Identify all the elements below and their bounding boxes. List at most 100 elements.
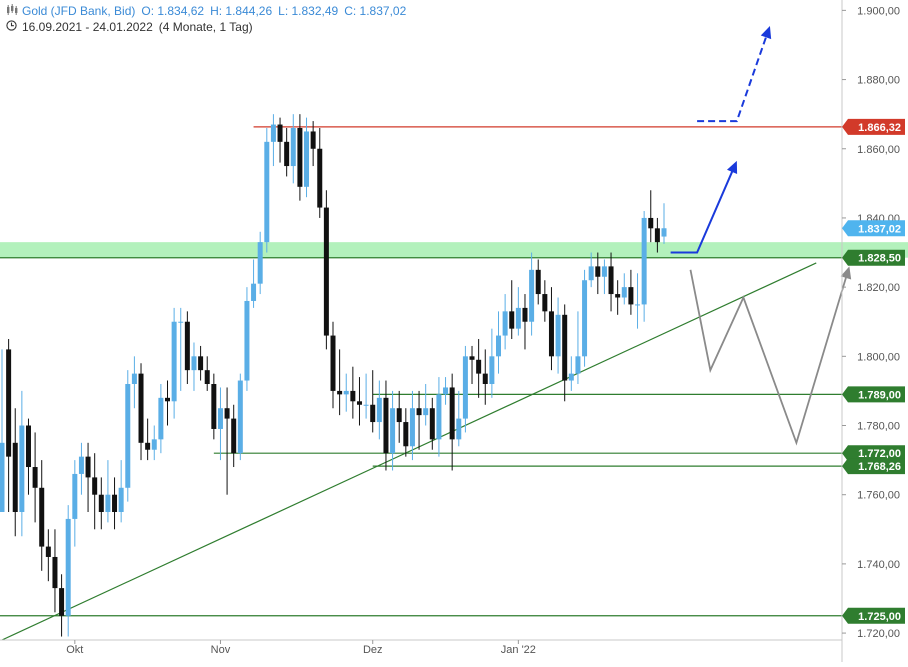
candle[interactable] xyxy=(92,453,98,530)
candle[interactable] xyxy=(290,114,296,184)
candle[interactable] xyxy=(158,384,164,454)
candle[interactable] xyxy=(403,408,409,457)
candle[interactable] xyxy=(105,460,111,523)
candle[interactable] xyxy=(304,117,310,198)
candle[interactable] xyxy=(118,460,124,523)
candle[interactable] xyxy=(502,294,508,350)
candle[interactable] xyxy=(608,252,614,312)
candle[interactable] xyxy=(184,311,190,384)
candle[interactable] xyxy=(370,370,376,433)
candle[interactable] xyxy=(615,280,621,315)
candle[interactable] xyxy=(264,128,270,253)
candle[interactable] xyxy=(356,377,362,426)
candle[interactable] xyxy=(482,349,488,405)
candle[interactable] xyxy=(297,114,303,201)
candle[interactable] xyxy=(635,273,641,329)
candle[interactable] xyxy=(85,442,91,512)
candle[interactable] xyxy=(423,384,429,426)
candle[interactable] xyxy=(575,311,581,384)
candle[interactable] xyxy=(251,259,257,308)
candle[interactable] xyxy=(529,252,535,336)
candle[interactable] xyxy=(12,408,18,537)
candle[interactable] xyxy=(284,128,290,177)
candle[interactable] xyxy=(237,373,243,461)
candle[interactable] xyxy=(131,356,137,409)
candle[interactable] xyxy=(376,380,382,440)
candle[interactable] xyxy=(151,425,157,461)
candle[interactable] xyxy=(323,190,329,350)
candle[interactable] xyxy=(515,287,521,336)
candle[interactable] xyxy=(330,321,336,409)
candle[interactable] xyxy=(595,252,601,295)
candle[interactable] xyxy=(343,373,349,412)
candle[interactable] xyxy=(469,345,475,384)
candle[interactable] xyxy=(648,190,654,243)
candle[interactable] xyxy=(138,363,144,461)
candle[interactable] xyxy=(535,259,541,305)
candle[interactable] xyxy=(449,373,455,471)
candle[interactable] xyxy=(317,128,323,218)
candle[interactable] xyxy=(165,380,170,426)
candle[interactable] xyxy=(125,370,131,502)
candle[interactable] xyxy=(443,377,449,405)
candle[interactable] xyxy=(363,373,369,419)
candle[interactable] xyxy=(145,418,151,461)
candle[interactable] xyxy=(641,211,647,322)
candle[interactable] xyxy=(65,505,71,637)
candle[interactable] xyxy=(588,252,594,288)
candle[interactable] xyxy=(310,121,316,167)
candle[interactable] xyxy=(78,442,84,495)
candle[interactable] xyxy=(542,280,548,322)
candle[interactable] xyxy=(198,345,204,381)
candle[interactable] xyxy=(628,269,634,315)
candle[interactable] xyxy=(224,387,230,495)
candle[interactable] xyxy=(178,307,184,391)
candle[interactable] xyxy=(204,356,210,391)
candle[interactable] xyxy=(25,418,31,495)
candle[interactable] xyxy=(456,390,462,447)
candle[interactable] xyxy=(661,203,667,244)
candle[interactable] xyxy=(277,117,283,163)
candle[interactable] xyxy=(98,477,104,530)
candle[interactable] xyxy=(191,342,197,391)
candle[interactable] xyxy=(337,349,343,416)
candle[interactable] xyxy=(562,304,568,402)
candle[interactable] xyxy=(654,217,660,253)
candle[interactable] xyxy=(409,390,415,461)
candle[interactable] xyxy=(390,390,396,471)
candle[interactable] xyxy=(601,259,607,295)
candle[interactable] xyxy=(45,529,51,582)
candle[interactable] xyxy=(6,339,12,512)
candle[interactable] xyxy=(509,280,515,340)
candle[interactable] xyxy=(522,294,528,350)
candle[interactable] xyxy=(555,297,561,374)
candle[interactable] xyxy=(217,387,223,461)
candle[interactable] xyxy=(582,269,588,367)
candle[interactable] xyxy=(19,390,25,537)
candle[interactable] xyxy=(270,114,276,167)
candle[interactable] xyxy=(52,529,58,613)
candle[interactable] xyxy=(59,574,65,637)
candle[interactable] xyxy=(548,287,554,371)
candle[interactable] xyxy=(462,345,468,433)
candle[interactable] xyxy=(429,397,435,450)
candle[interactable] xyxy=(231,404,237,468)
candle[interactable] xyxy=(171,307,177,419)
candle[interactable] xyxy=(112,477,118,530)
candle[interactable] xyxy=(436,377,442,457)
candle[interactable] xyxy=(496,311,501,374)
candle[interactable] xyxy=(350,366,356,419)
candle[interactable] xyxy=(0,349,5,512)
candle[interactable] xyxy=(568,356,574,391)
candle[interactable] xyxy=(396,390,402,443)
candle[interactable] xyxy=(489,328,495,398)
candle[interactable] xyxy=(72,460,78,547)
candle[interactable] xyxy=(32,432,38,523)
candle[interactable] xyxy=(476,339,482,398)
candle[interactable] xyxy=(416,390,422,450)
candle[interactable] xyxy=(257,231,263,295)
candle[interactable] xyxy=(211,373,217,440)
candle[interactable] xyxy=(621,273,627,305)
candle[interactable] xyxy=(244,287,250,391)
